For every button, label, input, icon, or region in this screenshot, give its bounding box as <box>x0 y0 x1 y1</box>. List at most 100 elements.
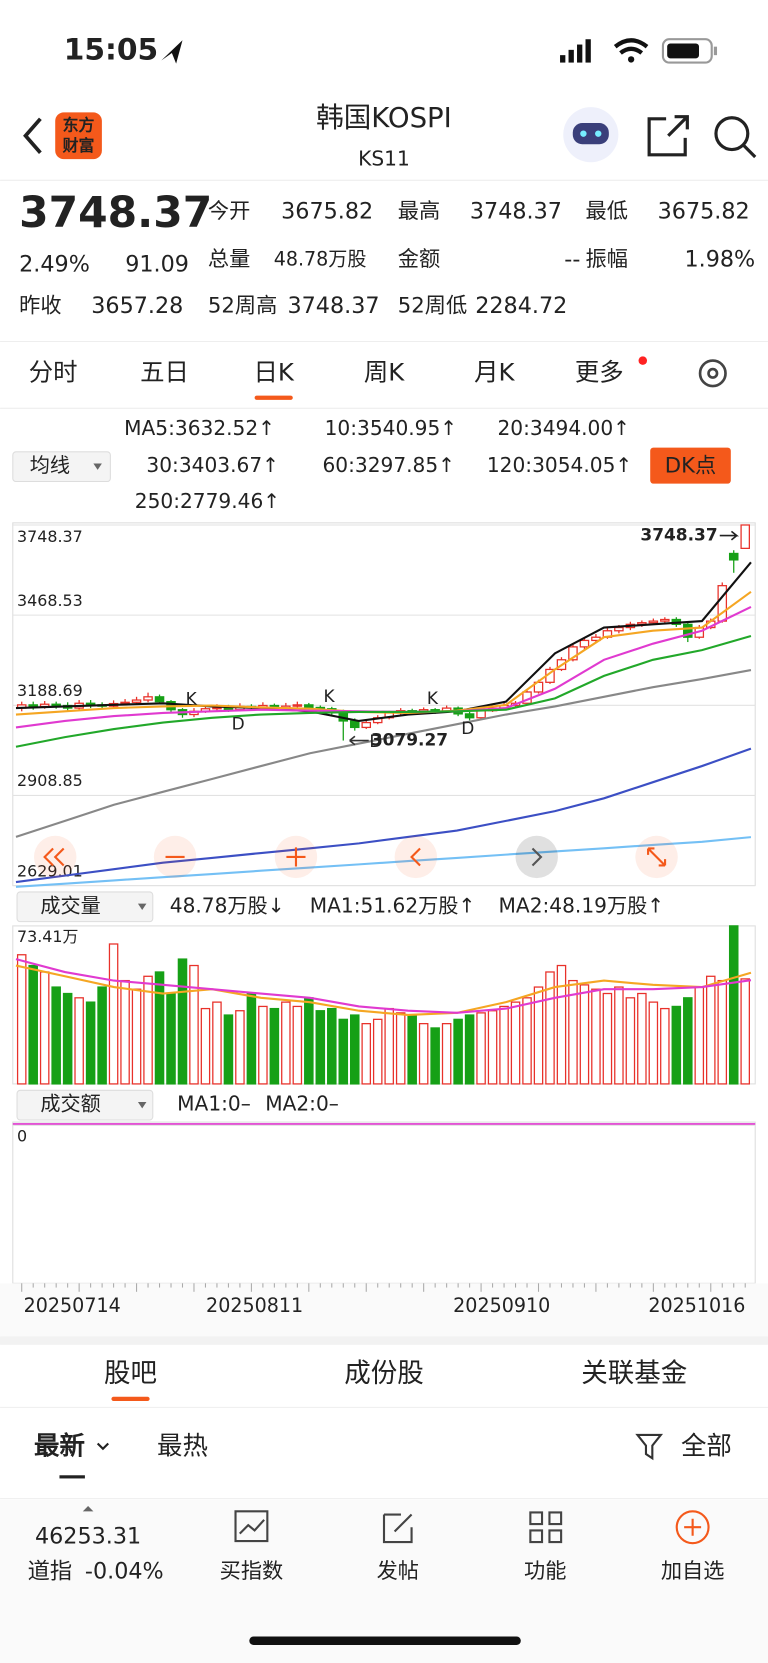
sub-tab[interactable]: 最新 <box>34 1432 85 1462</box>
share-button[interactable] <box>647 115 689 157</box>
period-tab[interactable]: 五日 <box>140 357 189 386</box>
filter-button[interactable]: 全部 <box>681 1432 732 1462</box>
period-tab[interactable]: 日K <box>254 357 295 386</box>
toolbar-item[interactable]: 加自选 <box>661 1559 725 1584</box>
ma-legend: 60:3297.85↑ <box>322 453 455 477</box>
page-title: 韩国KOSPI <box>316 101 452 134</box>
volume-bar <box>223 1014 234 1085</box>
sub-tab-underline <box>59 1475 85 1479</box>
toolbar-item[interactable]: 功能 <box>524 1559 566 1584</box>
volume-bar <box>372 1018 383 1085</box>
sub-tab[interactable]: 最热 <box>157 1432 208 1462</box>
chart-control[interactable] <box>515 835 558 879</box>
ma-legend: 30:3403.67↑ <box>146 453 279 477</box>
volume-bar <box>705 975 716 1085</box>
volume-bar <box>258 1005 268 1085</box>
volume-bar <box>143 975 153 1085</box>
period-tab[interactable]: 更多 <box>575 357 624 386</box>
dropdown-arrow <box>93 463 102 470</box>
volume-legend: MA2:48.19万股↑ <box>499 893 665 917</box>
field-value: 3675.82 <box>658 199 750 225</box>
field-value: 48.78万股 <box>274 247 367 270</box>
signal-label: K <box>323 686 335 706</box>
candle-body <box>579 639 590 648</box>
volume-bar <box>74 997 84 1085</box>
section-tab[interactable]: 股吧 <box>104 1358 157 1389</box>
toolbar-icon <box>675 1510 710 1545</box>
date-label: 20250910 <box>453 1294 550 1317</box>
volume-bar <box>395 1012 406 1085</box>
volume-bar <box>556 964 567 1085</box>
toolbar-icon <box>234 1510 269 1543</box>
logo-text: 财富 <box>63 136 95 155</box>
dk-label: DK点 <box>665 454 716 479</box>
back-button[interactable] <box>23 117 42 154</box>
toolbar-icon <box>529 1511 563 1544</box>
period-tab[interactable]: 分时 <box>29 357 78 386</box>
search-button[interactable] <box>714 116 757 159</box>
candle-body <box>648 620 659 624</box>
period-tab[interactable]: 月K <box>474 357 515 386</box>
date-axis <box>0 1283 768 1337</box>
price: 3748.37 <box>19 189 212 238</box>
dk-button[interactable] <box>650 447 731 484</box>
volume-bar <box>235 1010 245 1085</box>
toolbar-item[interactable]: 买指数 <box>220 1559 284 1584</box>
volume-selector[interactable] <box>16 891 154 923</box>
volume-ma-line <box>15 964 752 1017</box>
y-tick-label: 73.41万 <box>17 927 78 946</box>
ma-legend: 20:3494.00↑ <box>497 416 630 440</box>
candle-body <box>728 552 739 561</box>
toolbar-item[interactable]: 发帖 <box>377 1559 419 1584</box>
settings-button[interactable] <box>698 359 727 388</box>
index-change: -0.04% <box>85 1558 164 1584</box>
volume-bar <box>522 997 532 1085</box>
volume-bar <box>177 958 188 1085</box>
y-tick-label: 3468.53 <box>17 591 83 610</box>
volume-bar <box>464 1014 475 1085</box>
candle-body <box>51 703 61 707</box>
signal-label: D <box>232 714 245 734</box>
candle-body <box>361 721 372 729</box>
control-icon <box>43 847 65 867</box>
change-pct: 2.49% <box>19 252 90 278</box>
field-label: 金额 <box>398 247 440 272</box>
field-value: 3748.37 <box>287 293 379 319</box>
volume-bar <box>418 1023 429 1085</box>
volume-bar <box>533 986 544 1085</box>
volume-bar <box>683 997 693 1085</box>
ma-selector[interactable] <box>12 451 111 483</box>
ma-legend: 10:3540.95↑ <box>325 416 458 440</box>
volume-bar <box>579 984 590 1085</box>
period-tab[interactable]: 周K <box>364 357 405 386</box>
field-value: 1.98% <box>684 246 755 272</box>
volume-bar <box>39 971 50 1085</box>
volume-bar <box>407 1014 417 1085</box>
volume-bar <box>487 1010 498 1085</box>
field-label: 最低 <box>586 199 628 224</box>
turnover-selector[interactable] <box>16 1089 154 1121</box>
signal-label: K <box>186 689 198 709</box>
volume-bar <box>740 978 750 1085</box>
volume-bar <box>476 1012 486 1085</box>
chart-control[interactable] <box>394 835 438 879</box>
volume-bar <box>338 1018 349 1085</box>
control-icon <box>286 847 306 867</box>
toolbar-icon <box>684 1518 702 1536</box>
volume-bar <box>361 1023 372 1085</box>
volume-bar <box>131 988 142 1085</box>
volume-bar <box>62 992 73 1085</box>
volume-bar <box>648 1001 659 1085</box>
filter-icon <box>635 1433 664 1461</box>
candle-body <box>143 696 153 701</box>
candle-body <box>476 710 486 719</box>
section-tab[interactable]: 关联基金 <box>581 1358 687 1389</box>
section-tab[interactable]: 成份股 <box>344 1358 424 1389</box>
volume-bar <box>510 1001 521 1085</box>
volume-selector-label: 成交量 <box>40 893 100 917</box>
field-label: 振幅 <box>586 247 628 272</box>
turnover-panel <box>12 1121 756 1284</box>
min-arrow <box>349 735 369 746</box>
tab-underline <box>111 1396 150 1402</box>
